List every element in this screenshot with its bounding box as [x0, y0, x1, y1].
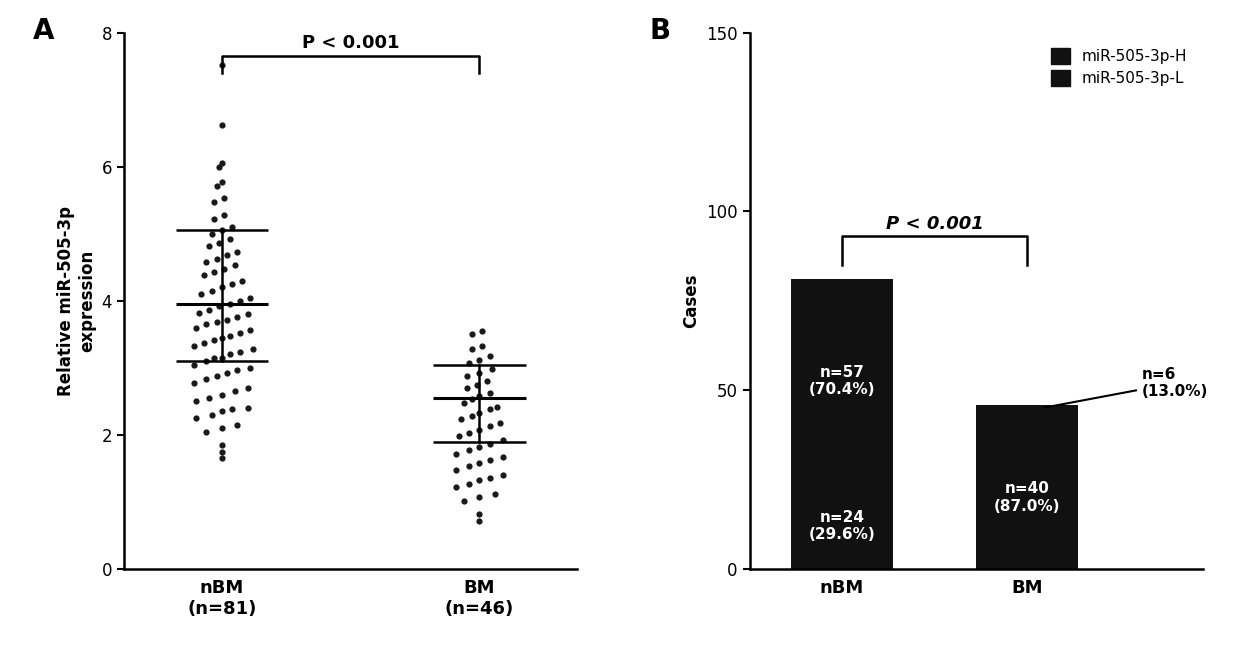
Y-axis label: Cases: Cases [682, 273, 701, 328]
Bar [976, 405, 1078, 569]
Text: n=24
(29.6%): n=24 (29.6%) [808, 510, 875, 542]
Y-axis label: Relative miR-505-3p
expression: Relative miR-505-3p expression [57, 206, 95, 396]
Text: n=40
(87.0%): n=40 (87.0%) [993, 481, 1060, 513]
Legend: miR-505-3p-H, miR-505-3p-L: miR-505-3p-H, miR-505-3p-L [1044, 41, 1195, 94]
Text: P < 0.001: P < 0.001 [885, 215, 983, 233]
Text: n=6
(13.0%): n=6 (13.0%) [1044, 367, 1208, 407]
Text: n=57
(70.4%): n=57 (70.4%) [808, 365, 875, 398]
Text: B: B [650, 16, 671, 44]
Text: P < 0.001: P < 0.001 [301, 34, 399, 52]
Bar [791, 279, 893, 569]
Text: A: A [33, 16, 55, 44]
